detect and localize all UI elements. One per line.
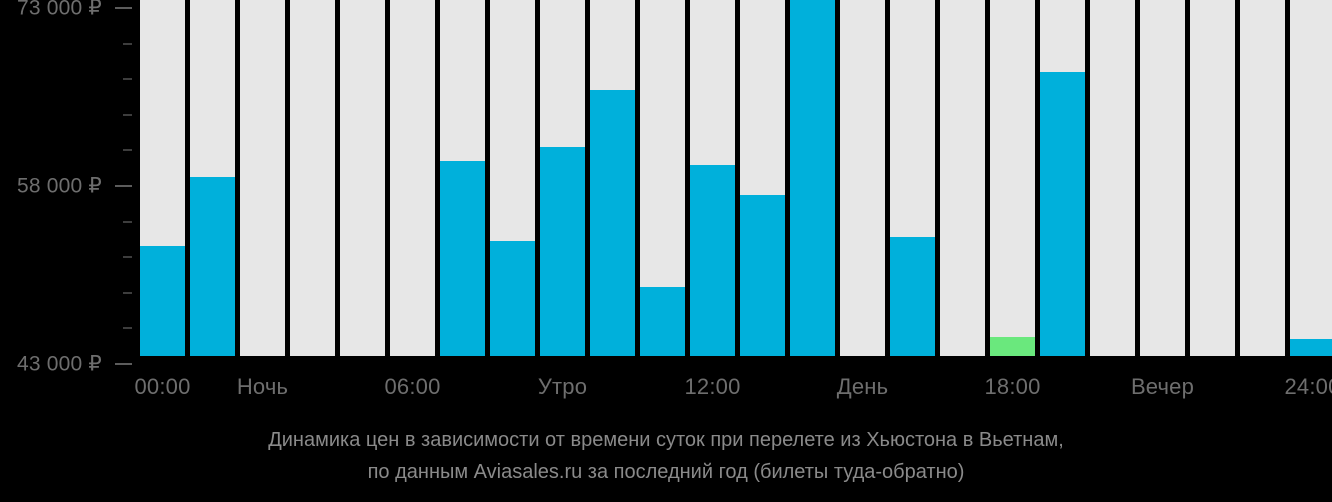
y-axis-tick-major bbox=[115, 7, 132, 9]
chart-caption: Динамика цен в зависимости от времени су… bbox=[0, 424, 1332, 488]
y-axis-tick-minor bbox=[123, 113, 132, 116]
bar-value[interactable] bbox=[540, 147, 585, 356]
bar-value[interactable] bbox=[890, 237, 935, 356]
caption-line-1: Динамика цен в зависимости от времени су… bbox=[268, 429, 1064, 451]
bar-slot[interactable] bbox=[240, 0, 285, 364]
bar-slot[interactable] bbox=[340, 0, 385, 364]
bar-slot[interactable] bbox=[640, 0, 685, 364]
caption-line-2: по данным Aviasales.ru за последний год … bbox=[367, 461, 965, 483]
bar-track bbox=[1190, 0, 1235, 356]
bar-value[interactable] bbox=[590, 90, 635, 356]
x-axis-period-label: День bbox=[836, 374, 889, 399]
bar-value[interactable] bbox=[990, 337, 1035, 356]
y-axis-tick-major bbox=[115, 363, 132, 365]
bar-track bbox=[390, 0, 435, 356]
y-axis-label: 58 000 ₽ bbox=[16, 174, 102, 198]
bar-slot[interactable] bbox=[1090, 0, 1135, 364]
bar-value[interactable] bbox=[1290, 339, 1332, 356]
y-axis-tick-minor bbox=[123, 220, 132, 223]
x-axis-time-label: 00:00 bbox=[134, 374, 191, 399]
y-axis: 73 000 ₽ 58 000 ₽ 43 000 ₽ bbox=[0, 0, 140, 376]
y-axis-tick-minor bbox=[123, 42, 132, 45]
bar-slot[interactable] bbox=[1140, 0, 1185, 364]
bar-track bbox=[840, 0, 885, 356]
x-axis-time-label: 06:00 bbox=[384, 374, 441, 399]
bar-slot[interactable] bbox=[790, 0, 835, 364]
bar-slot[interactable] bbox=[440, 0, 485, 364]
bar-slot[interactable] bbox=[290, 0, 335, 364]
bar-value[interactable] bbox=[190, 176, 235, 356]
chart-plot-area: 73 000 ₽ 58 000 ₽ 43 000 ₽ bbox=[0, 0, 1332, 376]
bar-slot[interactable] bbox=[590, 0, 635, 364]
bar-slot[interactable] bbox=[390, 0, 435, 364]
bar-slot[interactable] bbox=[740, 0, 785, 364]
bar-track bbox=[1290, 0, 1332, 356]
bar-slot[interactable] bbox=[190, 0, 235, 364]
bar-track bbox=[1240, 0, 1285, 356]
x-axis-time-label: 24:00 bbox=[1284, 374, 1332, 399]
bar-value[interactable] bbox=[790, 0, 835, 356]
y-axis-tick-minor bbox=[123, 327, 132, 330]
bar-slot[interactable] bbox=[140, 0, 185, 364]
bar-value[interactable] bbox=[440, 161, 485, 356]
bar-slot[interactable] bbox=[1190, 0, 1235, 364]
y-axis-tick-minor bbox=[123, 149, 132, 152]
bar-track bbox=[340, 0, 385, 356]
bar-slot[interactable] bbox=[1240, 0, 1285, 364]
x-axis-period-label: Вечер bbox=[1130, 374, 1195, 399]
bar-value[interactable] bbox=[490, 240, 535, 356]
bar-track bbox=[1140, 0, 1185, 356]
bar-slot[interactable] bbox=[1290, 0, 1332, 364]
bar-value[interactable] bbox=[740, 194, 785, 356]
bar-slot[interactable] bbox=[840, 0, 885, 364]
bar-slot[interactable] bbox=[1040, 0, 1085, 364]
bar-slot[interactable] bbox=[940, 0, 985, 364]
y-axis-label: 43 000 ₽ bbox=[16, 352, 102, 376]
x-axis-time-label: 18:00 bbox=[984, 374, 1041, 399]
bar-track bbox=[990, 0, 1035, 356]
y-axis-tick-minor bbox=[123, 78, 132, 81]
bar-slot[interactable] bbox=[490, 0, 535, 364]
bar-value[interactable] bbox=[690, 164, 735, 356]
bar-slot[interactable] bbox=[540, 0, 585, 364]
bar-slot[interactable] bbox=[990, 0, 1035, 364]
bar-value[interactable] bbox=[140, 245, 185, 356]
y-axis-label: 73 000 ₽ bbox=[16, 0, 102, 20]
bar-slot[interactable] bbox=[690, 0, 735, 364]
bar-value[interactable] bbox=[1040, 72, 1085, 356]
bar-track bbox=[1090, 0, 1135, 356]
x-axis-time-label: 12:00 bbox=[684, 374, 741, 399]
y-axis-tick-minor bbox=[123, 256, 132, 259]
x-axis: 00:00 Ночь 06:00 Утро 12:00 День 18:00 Вечер 24:… bbox=[0, 372, 1332, 412]
bar-track bbox=[240, 0, 285, 356]
bar-track bbox=[940, 0, 985, 356]
y-axis-tick-major bbox=[115, 185, 132, 187]
bar-slot[interactable] bbox=[890, 0, 935, 364]
x-axis-period-label: Ночь bbox=[236, 374, 289, 399]
x-axis-period-label: Утро bbox=[537, 374, 588, 399]
bar-track bbox=[290, 0, 335, 356]
bar-value[interactable] bbox=[640, 287, 685, 356]
y-axis-tick-minor bbox=[123, 291, 132, 294]
